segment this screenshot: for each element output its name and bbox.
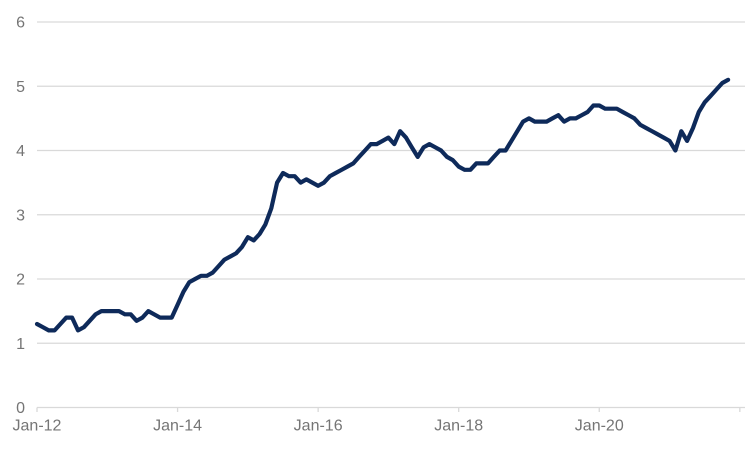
x-axis-tick-label: Jan-20 bbox=[575, 418, 624, 435]
y-axis-tick-label: 5 bbox=[16, 79, 25, 96]
y-axis-tick-label: 4 bbox=[16, 143, 25, 160]
x-axis-tick-label: Jan-16 bbox=[294, 418, 343, 435]
y-axis-tick-label: 1 bbox=[16, 336, 25, 353]
y-axis-tick-label: 6 bbox=[16, 15, 25, 32]
y-axis-tick-label: 3 bbox=[16, 207, 25, 224]
x-axis-tick-label: Jan-14 bbox=[153, 418, 202, 435]
x-axis-tick-label: Jan-18 bbox=[434, 418, 483, 435]
data-line-series bbox=[34, 77, 731, 333]
x-axis-tick-label: Jan-12 bbox=[13, 418, 62, 435]
y-axis-tick-label: 2 bbox=[16, 272, 25, 289]
y-axis-tick-label: 0 bbox=[16, 400, 25, 417]
